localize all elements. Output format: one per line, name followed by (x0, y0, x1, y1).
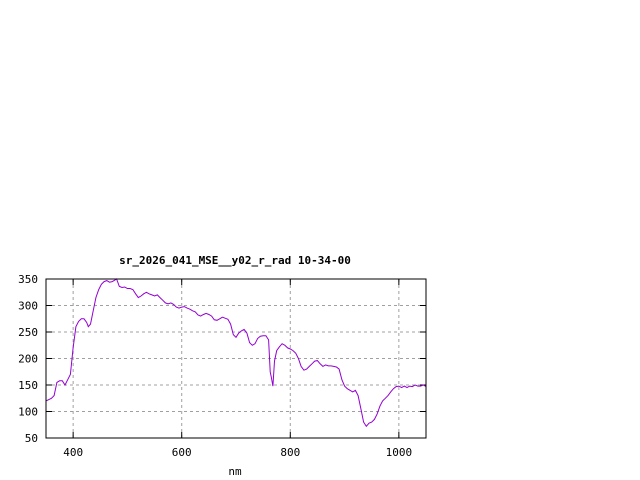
x-axis-label: nm (228, 465, 242, 478)
y-tick-label: 200 (18, 353, 38, 366)
y-tick-label: 50 (25, 432, 38, 445)
y-tick-label: 350 (18, 273, 38, 286)
x-tick-label: 600 (172, 446, 192, 459)
chart-title: sr_2026_041_MSE__y02_r_rad 10-34-00 (119, 254, 351, 267)
x-tick-label: 400 (63, 446, 83, 459)
axis-ticks: 400 600 800 1000 50 100 150 200 250 300 350 (18, 273, 426, 459)
plot-frame (45, 278, 427, 439)
grid (46, 279, 426, 438)
y-tick-label: 100 (18, 406, 38, 419)
y-tick-label: 150 (18, 379, 38, 392)
series-line (45, 278, 427, 428)
x-tick-label: 800 (280, 446, 300, 459)
x-tick-label: 1000 (386, 446, 413, 459)
y-tick-label: 300 (18, 300, 38, 313)
y-tick-label: 250 (18, 326, 38, 339)
